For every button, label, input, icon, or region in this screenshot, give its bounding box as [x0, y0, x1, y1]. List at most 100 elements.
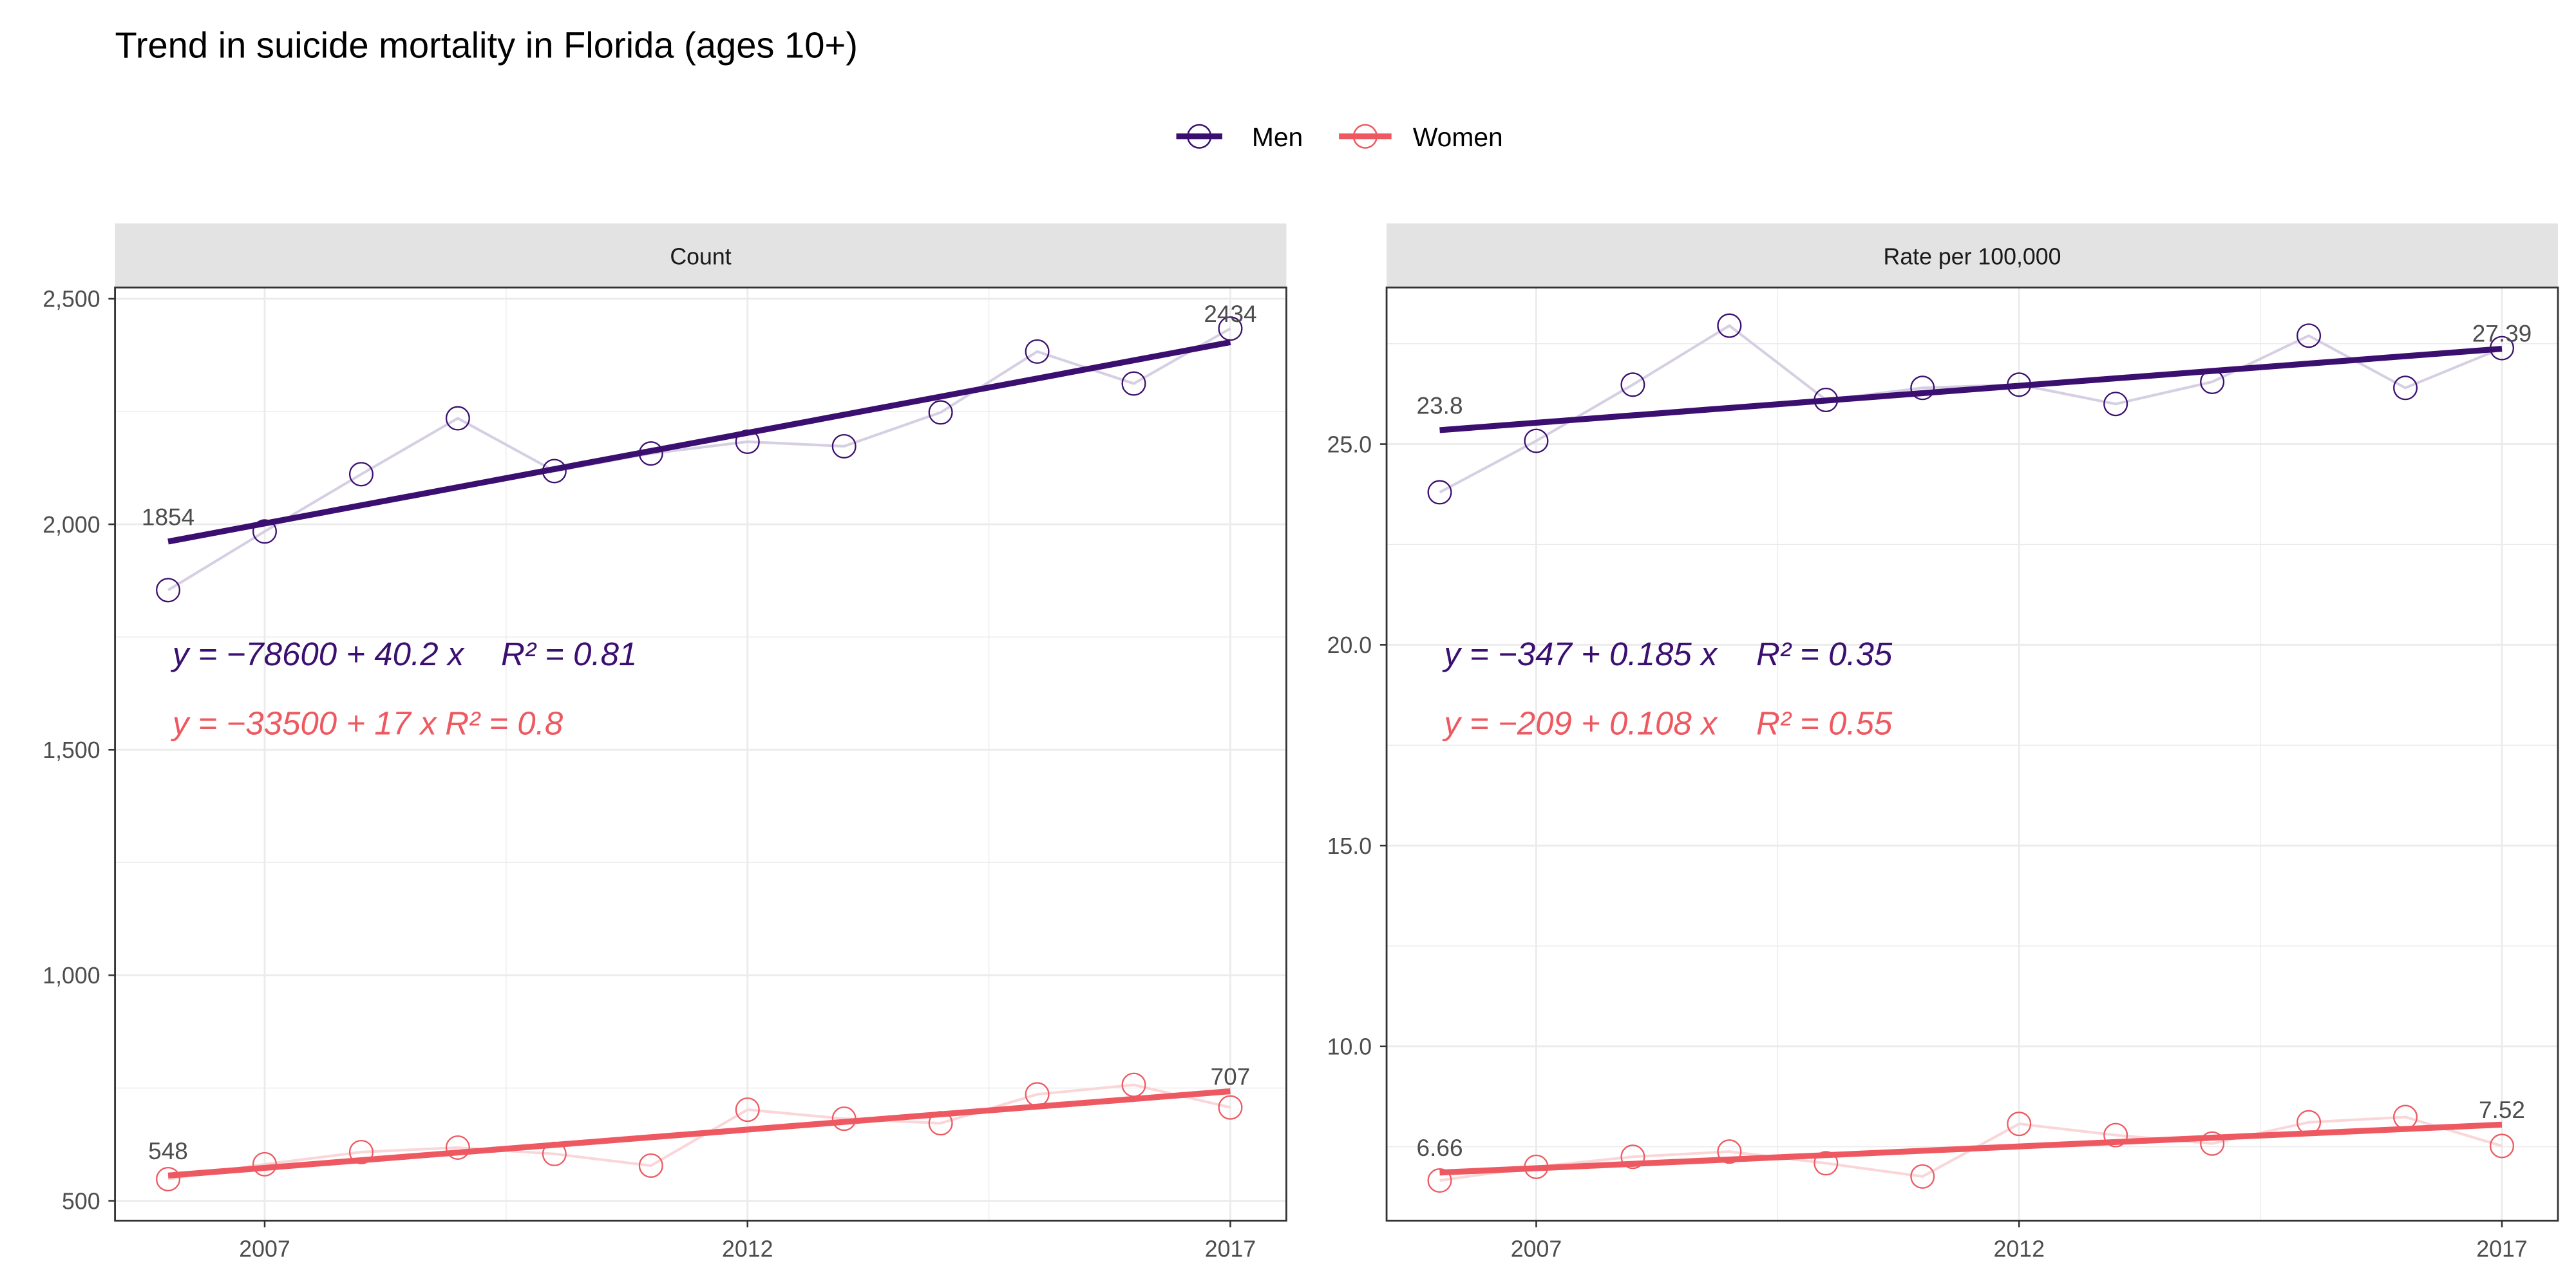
men-data-point [2200, 369, 2225, 394]
men-data-point [542, 459, 567, 484]
men-data-point [348, 462, 374, 487]
men-data-point [735, 429, 760, 454]
women-data-point [2297, 1110, 2322, 1135]
men-data-point [1910, 375, 1935, 401]
women-data-point [2007, 1112, 2032, 1137]
panel-strip [1387, 223, 2558, 288]
women-data-point [1218, 1095, 1243, 1120]
women-data-point [928, 1111, 953, 1136]
women-data-point [831, 1106, 857, 1132]
x-tick-label: 2007 [1511, 1236, 1562, 1262]
legend: Men Women [1176, 122, 1503, 152]
men-data-point [156, 578, 181, 603]
y-tick-label: 10.0 [1327, 1034, 1372, 1060]
legend-women-marker [1352, 124, 1378, 149]
women-data-point [1121, 1072, 1146, 1097]
men-data-point [445, 406, 470, 431]
women-trend-line [167, 1088, 1231, 1179]
men-regression-equation: y = −78600 + 40.2 x [171, 636, 465, 672]
chart-title: Trend in suicide mortality in Florida (a… [115, 24, 858, 65]
women-r-squared: R² = 0.55 [1756, 705, 1893, 741]
men-data-point [1025, 339, 1050, 364]
women-data-point [1910, 1164, 1935, 1189]
panel-rate: Rate per 100,000 10.0 15.0 20.0 25.0 2007 2012… [1327, 223, 2559, 1262]
x-tick-label: 2017 [1205, 1236, 1256, 1262]
panel-count: Count 500 1,000 1,500 2,000 2,500 2007 2012 2017… [43, 223, 1287, 1262]
y-tick-label: 2,500 [43, 287, 100, 312]
men-series-line [1439, 324, 2503, 494]
women-data-point [1814, 1151, 1839, 1176]
men-data-point [831, 433, 857, 459]
men-first-value-label: 23.8 [1417, 392, 1463, 419]
women-last-value-label: 707 [1211, 1063, 1251, 1090]
women-data-point [542, 1141, 567, 1166]
women-data-point [638, 1153, 663, 1178]
y-tick-label: 25.0 [1327, 431, 1372, 457]
x-tick-label: 2012 [1994, 1236, 2045, 1262]
y-tick-label: 20.0 [1327, 632, 1372, 658]
x-tick-label: 2017 [2476, 1236, 2527, 1262]
men-data-point [252, 519, 277, 544]
men-data-point [1717, 313, 1742, 338]
men-last-value-label: 27.39 [2472, 320, 2532, 346]
men-series-line [167, 327, 1231, 592]
panel-border [114, 287, 1287, 1222]
men-data-point [2297, 323, 2322, 348]
men-trend-line [167, 339, 1231, 545]
women-regression-equation: y = −209 + 0.108 x [1442, 705, 1718, 741]
legend-men-label: Men [1252, 122, 1303, 152]
men-data-point [638, 441, 663, 466]
men-data-point [1121, 371, 1146, 396]
women-series-line [167, 1083, 1231, 1180]
x-tick-label: 2012 [722, 1236, 773, 1262]
panel-border [1385, 287, 2559, 1222]
panel-strip [115, 223, 1287, 288]
men-data-point [1218, 316, 1243, 341]
women-data-point [1717, 1139, 1742, 1164]
women-data-point [2103, 1122, 2128, 1148]
x-tick-label: 2007 [239, 1236, 290, 1262]
panels: Count 500 1,000 1,500 2,000 2,500 2007 2012 2017… [43, 223, 2559, 1262]
women-data-point [735, 1097, 760, 1122]
men-data-point [1524, 428, 1549, 453]
men-data-point [2393, 375, 2418, 401]
y-tick-label: 15.0 [1327, 833, 1372, 859]
women-data-point [445, 1135, 470, 1160]
women-data-point [348, 1139, 374, 1164]
women-first-value-label: 6.66 [1417, 1135, 1463, 1161]
panel-strip-label: Count [670, 244, 731, 270]
panel-strip-label: Rate per 100,000 [1884, 244, 2061, 270]
men-data-point [928, 400, 953, 425]
women-r-squared: R² = 0.8 [445, 705, 564, 741]
men-r-squared: R² = 0.81 [501, 636, 637, 672]
women-data-point [1524, 1154, 1549, 1179]
women-data-point [2489, 1133, 2514, 1159]
women-trend-line [1439, 1121, 2503, 1176]
women-last-value-label: 7.52 [2479, 1097, 2525, 1123]
men-data-point [2489, 336, 2514, 361]
men-trend-line [1439, 345, 2503, 433]
women-data-point [252, 1151, 277, 1177]
y-tick-label: 1,000 [43, 963, 100, 989]
men-data-point [1620, 372, 1645, 397]
men-regression-equation: y = −347 + 0.185 x [1442, 636, 1718, 672]
men-data-point [2103, 392, 2128, 417]
women-data-point [1620, 1144, 1645, 1170]
men-data-point [1814, 387, 1839, 413]
men-data-point [2007, 372, 2032, 397]
women-data-point [2200, 1131, 2225, 1156]
men-last-value-label: 2434 [1204, 301, 1256, 327]
women-data-point [156, 1166, 181, 1191]
y-tick-label: 500 [62, 1188, 100, 1214]
women-data-point [1427, 1168, 1452, 1193]
women-data-point [1025, 1082, 1050, 1107]
men-data-point [1427, 480, 1452, 505]
legend-men-marker [1187, 124, 1212, 149]
y-tick-label: 1,500 [43, 737, 100, 763]
legend-women-label: Women [1413, 122, 1503, 152]
men-first-value-label: 1854 [142, 504, 194, 530]
men-r-squared: R² = 0.35 [1756, 636, 1893, 672]
women-data-point [2393, 1104, 2418, 1130]
women-regression-equation: y = −33500 + 17 x [171, 705, 437, 741]
